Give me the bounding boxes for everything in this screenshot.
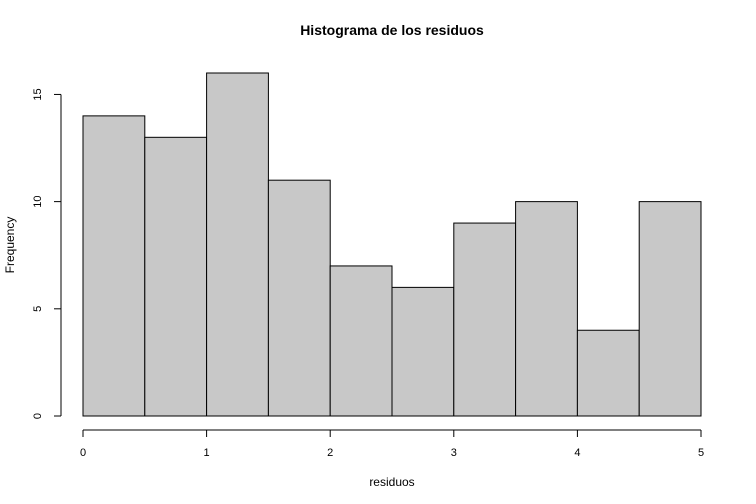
x-tick-label-0: 0 bbox=[80, 447, 86, 459]
x-tick-label-4: 4 bbox=[574, 447, 580, 459]
x-tick-label-1: 1 bbox=[204, 447, 210, 459]
y-tick-label-1: 5 bbox=[32, 306, 44, 312]
histogram-bar-9 bbox=[638, 201, 702, 417]
x-axis-label: residuos bbox=[369, 475, 414, 489]
y-axis: 0 5 10 15 bbox=[32, 88, 62, 419]
y-tick-label-0: 0 bbox=[32, 413, 44, 419]
x-tick-label-2: 2 bbox=[327, 447, 333, 459]
histogram-bar-3 bbox=[267, 179, 331, 417]
x-axis: 0 1 2 3 4 5 bbox=[80, 429, 704, 459]
x-tick-label-5: 5 bbox=[698, 447, 704, 459]
x-tick-label-3: 3 bbox=[451, 447, 457, 459]
histogram-bar-2 bbox=[206, 72, 269, 417]
y-tick-label-2: 10 bbox=[32, 196, 44, 208]
histogram-bar-7 bbox=[515, 201, 578, 417]
y-tick-label-3: 15 bbox=[32, 88, 44, 100]
histogram-bar-4 bbox=[329, 265, 393, 417]
chart-title: Histograma de los residuos bbox=[300, 22, 484, 38]
y-axis-label: Frequency bbox=[3, 217, 17, 274]
histogram-bar-8 bbox=[576, 329, 640, 417]
histogram-bar-0 bbox=[82, 115, 146, 417]
histogram-bar-6 bbox=[453, 222, 517, 417]
bars-group bbox=[82, 72, 702, 417]
histogram-bar-5 bbox=[391, 286, 455, 417]
histogram-bar-1 bbox=[144, 136, 208, 417]
